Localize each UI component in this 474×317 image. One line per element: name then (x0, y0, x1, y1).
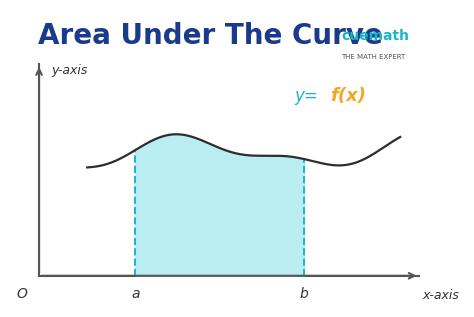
Text: b: b (300, 287, 308, 301)
Text: y-axis: y-axis (51, 64, 88, 77)
Text: y=: y= (294, 87, 323, 105)
Text: THE MATH EXPERT: THE MATH EXPERT (341, 54, 406, 60)
Text: f(x): f(x) (330, 87, 366, 105)
Text: Area Under The Curve: Area Under The Curve (38, 22, 383, 50)
Text: x-axis: x-axis (422, 289, 459, 302)
Text: O: O (17, 287, 27, 301)
Text: a: a (131, 287, 140, 301)
Text: cuemath: cuemath (341, 29, 409, 42)
